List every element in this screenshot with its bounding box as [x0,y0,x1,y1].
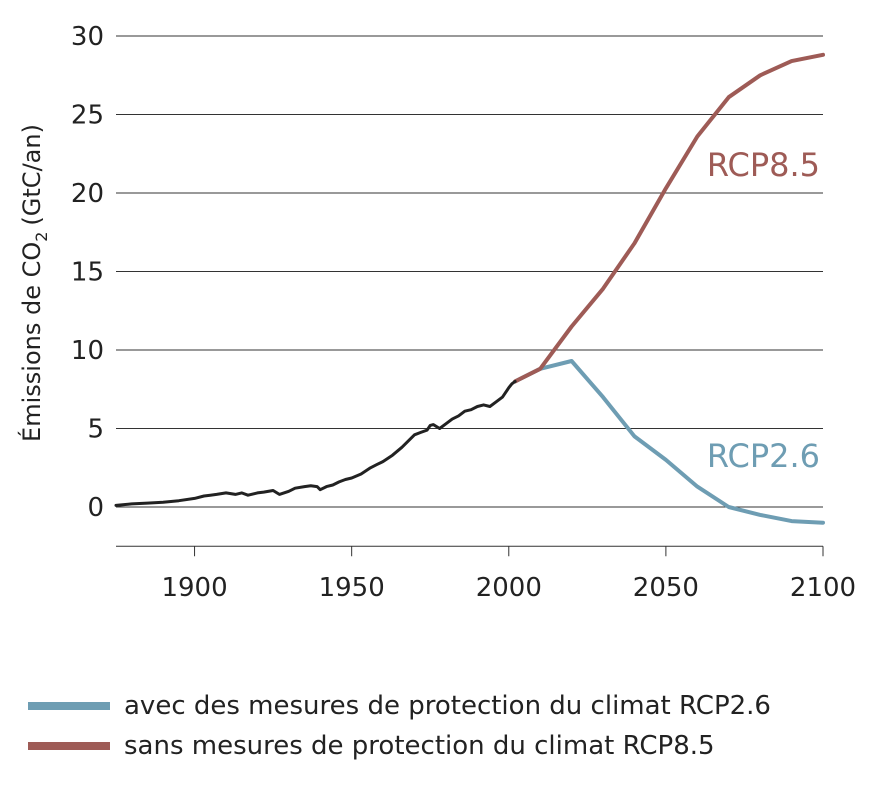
x-tick-label-1900: 1900 [161,573,227,603]
y-tick-label-0: 0 [87,493,104,523]
y-tick-label-15: 15 [71,258,104,288]
y-tick-label-25: 25 [71,101,104,131]
legend-swatch-rcp85 [28,742,110,750]
series-annotation-rcp85: RCP8.5 [707,146,820,184]
y-axis-label-unit: (GtC/an) [18,124,46,226]
y-axis-label-subscript: 2 [32,232,51,242]
y-axis-label-main: Émissions de CO [17,242,46,442]
series-line-historical [114,379,517,507]
legend-item-rcp85: sans mesures de protection du climat RCP… [28,726,771,766]
y-tick-label-5: 5 [87,415,104,445]
y-tick-label-10: 10 [71,336,104,366]
y-axis-label: Émissions de CO2 (GtC/an) [17,124,51,442]
series-annotation-rcp26: RCP2.6 [707,437,820,475]
series-annotations: RCP8.5 RCP2.6 [707,146,820,475]
tick-labels: 0 5 10 15 20 25 30 1900 1950 2000 2050 2100 [71,22,856,603]
grid-layer [116,35,824,557]
x-tick-label-2050: 2050 [633,573,699,603]
x-tick-label-1950: 1950 [319,573,385,603]
series-layer [114,52,825,525]
series-line-rcp85 [513,52,825,384]
legend-label-rcp85: sans mesures de protection du climat RCP… [124,731,715,761]
legend: avec des mesures de protection du climat… [28,686,771,766]
y-tick-label-20: 20 [71,179,104,209]
x-tick-label-2100: 2100 [790,573,856,603]
legend-label-rcp26: avec des mesures de protection du climat… [124,691,771,721]
legend-item-rcp26: avec des mesures de protection du climat… [28,686,771,726]
y-tick-label-30: 30 [71,22,104,52]
x-tick-label-2000: 2000 [476,573,542,603]
legend-swatch-rcp26 [28,702,110,710]
